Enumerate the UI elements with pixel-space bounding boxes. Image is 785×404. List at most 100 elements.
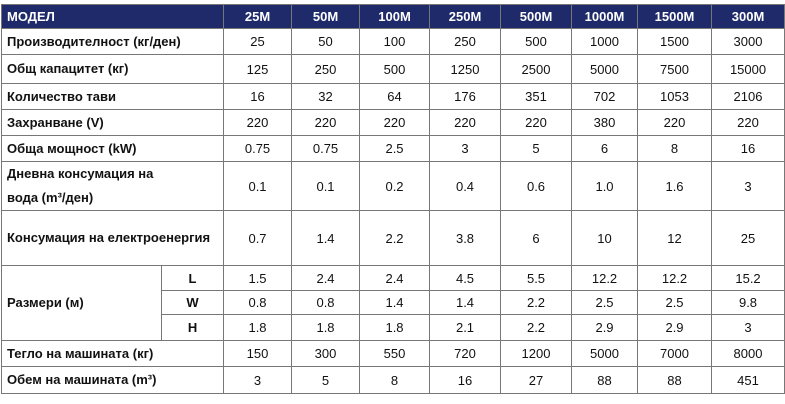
header-cell: 100M [359, 4, 431, 29]
value-cell: 4.5 [429, 265, 502, 291]
value-cell: 250 [291, 54, 361, 84]
value-cell: 3 [711, 161, 785, 211]
table-row: W 0.8 0.8 1.4 1.4 2.2 2.5 2.5 9.8 [2, 290, 785, 315]
value-cell: 1.5 [223, 265, 293, 291]
header-cell: 50M [291, 4, 361, 29]
row-label: Обем на машината (m³) [0, 366, 225, 394]
value-cell: 220 [359, 109, 431, 136]
value-cell: 1.4 [291, 210, 361, 266]
value-cell: 16 [429, 366, 502, 394]
value-cell: 300 [291, 340, 361, 367]
value-cell: 451 [711, 366, 785, 394]
table-row: Общ капацитет (кг) 125 250 500 1250 2500 5000 7… [0, 54, 785, 84]
value-cell: 1.0 [571, 161, 639, 211]
value-cell: 2.5 [571, 290, 639, 315]
value-cell: 0.75 [223, 135, 293, 162]
value-cell: 3.8 [429, 210, 502, 266]
header-cell: МОДЕЛ [0, 4, 225, 29]
value-cell: 1.6 [637, 161, 713, 211]
value-cell: 3 [711, 314, 785, 341]
table-row: Размери (м) L 1.5 2.4 2.4 4.5 5.5 12.2 12.2 15.2 [1, 265, 785, 341]
value-cell: 25 [711, 210, 785, 266]
row-label: Консумация на електроенергия [0, 210, 225, 266]
row-label: Общ капацитет (кг) [0, 54, 225, 84]
value-cell: 1.8 [359, 314, 431, 341]
header-cell: 1500M [637, 4, 713, 29]
value-cell: 8 [359, 366, 431, 394]
value-cell: 2.4 [359, 265, 431, 291]
header-cell: 250M [429, 4, 502, 29]
value-cell: 0.7 [223, 210, 293, 266]
value-cell: 500 [500, 28, 573, 55]
spec-table: МОДЕЛ 25M 50M 100M 250M 500M 1000M 1500M 300M Пр… [0, 4, 785, 394]
value-cell: 351 [500, 83, 573, 110]
value-cell: 2106 [711, 83, 785, 110]
value-cell: 150 [223, 340, 293, 367]
value-cell: 3 [429, 135, 502, 162]
row-label: Количество тави [0, 83, 225, 110]
value-cell: 8 [637, 135, 713, 162]
value-cell: 3000 [711, 28, 785, 55]
table-row: Обем на машината (m³) 3 5 8 16 27 88 88 451 [0, 366, 785, 394]
value-cell: 220 [500, 109, 573, 136]
value-cell: 1200 [500, 340, 573, 367]
value-cell: 88 [637, 366, 713, 394]
value-cell: 220 [429, 109, 502, 136]
value-cell: 0.6 [500, 161, 573, 211]
value-cell: 2.2 [359, 210, 431, 266]
value-cell: 0.1 [223, 161, 293, 211]
table-row: Производителност (кг/ден) 25 50 100 250 500 10… [0, 28, 785, 55]
value-cell: 7000 [637, 340, 713, 367]
value-cell: 0.4 [429, 161, 502, 211]
value-cell: 16 [223, 83, 293, 110]
value-cell: 0.1 [291, 161, 361, 211]
value-cell: 1000 [571, 28, 639, 55]
value-cell: 1.4 [359, 290, 431, 315]
value-cell: 50 [291, 28, 361, 55]
value-cell: 5 [500, 135, 573, 162]
value-cell: 1.4 [429, 290, 502, 315]
header-cell: 500M [500, 4, 573, 29]
header-cell: 1000M [571, 4, 639, 29]
table-row: Дневна консумация на вода (m³/ден) 0.1 0.1… [0, 161, 785, 211]
value-cell: 1053 [637, 83, 713, 110]
value-cell: 2.9 [637, 314, 713, 341]
value-cell: 1.8 [223, 314, 293, 341]
value-cell: 2.9 [571, 314, 639, 341]
value-cell: 16 [711, 135, 785, 162]
value-cell: 100 [359, 28, 431, 55]
value-cell: 2500 [500, 54, 573, 84]
value-cell: 550 [359, 340, 431, 367]
value-cell: 0.75 [291, 135, 361, 162]
value-cell: 2.1 [429, 314, 502, 341]
value-cell: 10 [571, 210, 639, 266]
row-label: Обща мощност (kW) [0, 135, 225, 162]
value-cell: 2.2 [500, 314, 573, 341]
header-cell: 300M [711, 4, 785, 29]
row-label: Захранване (V) [0, 109, 225, 136]
value-cell: 720 [429, 340, 502, 367]
value-cell: 25 [223, 28, 293, 55]
header-cell: 25M [223, 4, 293, 29]
value-cell: 1500 [637, 28, 713, 55]
value-cell: 220 [637, 109, 713, 136]
value-cell: 5.5 [500, 265, 573, 291]
value-cell: 0.8 [291, 290, 361, 315]
value-cell: 32 [291, 83, 361, 110]
value-cell: 12.2 [571, 265, 639, 291]
row-label: Тегло на машината (кг) [0, 340, 225, 367]
value-cell: 176 [429, 83, 502, 110]
value-cell: 250 [429, 28, 502, 55]
value-cell: 0.8 [223, 290, 293, 315]
value-cell: 7500 [637, 54, 713, 84]
value-cell: 9.8 [711, 290, 785, 315]
value-cell: 220 [291, 109, 361, 136]
value-cell: 1250 [429, 54, 502, 84]
table-row: Количество тави 16 32 64 176 351 702 1053 2106 [0, 83, 785, 110]
value-cell: 2.2 [500, 290, 573, 315]
row-label: Производителност (кг/ден) [0, 28, 225, 55]
value-cell: 64 [359, 83, 431, 110]
value-cell: 8000 [711, 340, 785, 367]
value-cell: 5000 [571, 54, 639, 84]
value-cell: 125 [223, 54, 293, 84]
